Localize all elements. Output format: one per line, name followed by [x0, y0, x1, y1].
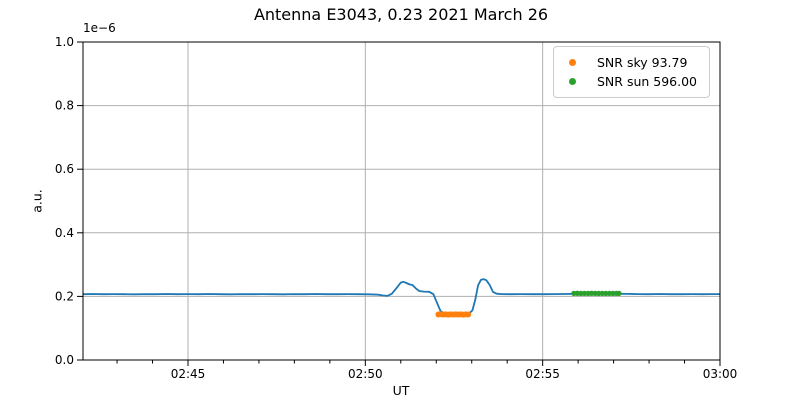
sky-marker — [465, 311, 472, 318]
y-tick-label: 1.0 — [55, 35, 74, 49]
x-tick-label: 02:45 — [171, 367, 206, 381]
sun-marker — [616, 290, 622, 297]
x-tick-label: 02:55 — [525, 367, 560, 381]
y-tick-label: 0.2 — [55, 289, 74, 303]
x-axis-label: UT — [392, 383, 410, 398]
y-tick-label: 0.6 — [55, 162, 74, 176]
sun-marker-icon — [569, 78, 576, 85]
y-axis-label: a.u. — [29, 189, 45, 213]
legend-label-sun: SNR sun 596.00 — [597, 74, 698, 89]
legend-item-sky: SNR sky 93.79 — [569, 53, 701, 72]
legend: SNR sky 93.79 SNR sun 596.00 — [553, 46, 710, 98]
x-tick-label: 02:50 — [348, 367, 383, 381]
y-tick-label: 0.8 — [55, 99, 74, 113]
y-tick-label: 0.4 — [55, 226, 74, 240]
sky-marker-icon — [569, 59, 576, 66]
legend-item-sun: SNR sun 596.00 — [569, 72, 701, 91]
y-axis-offset-label: 1e−6 — [83, 21, 116, 35]
plot-border — [82, 41, 721, 361]
legend-label-sky: SNR sky 93.79 — [597, 55, 688, 70]
y-tick-label: 0.0 — [55, 353, 74, 367]
chart-title: Antenna E3043, 0.23 2021 March 26 — [253, 5, 549, 24]
x-tick-label: 03:00 — [703, 367, 738, 381]
